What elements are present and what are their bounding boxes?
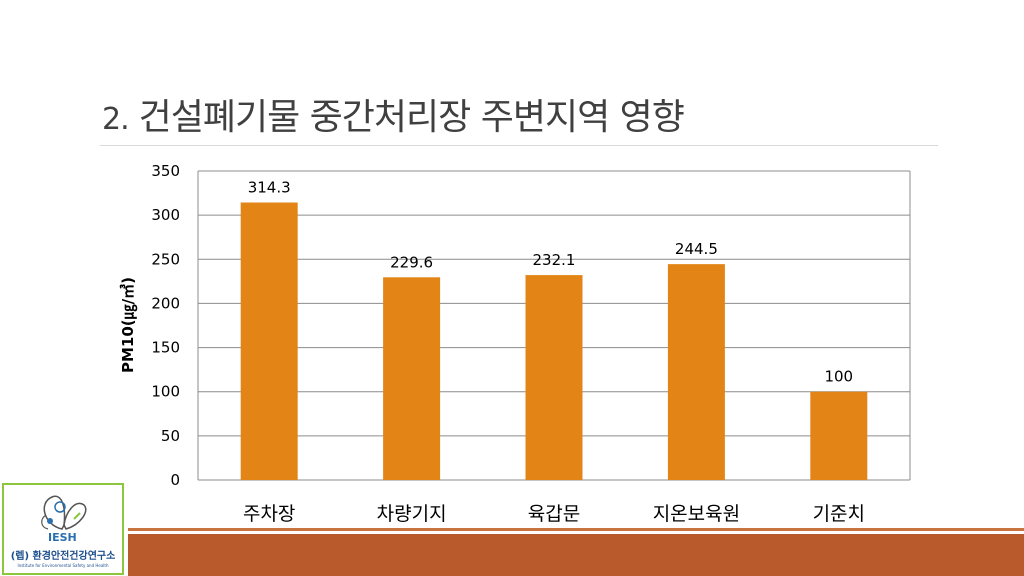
x-tick-label: 기준치	[813, 503, 865, 525]
y-tick-label: 200	[151, 294, 180, 312]
slide-title-text: 건설폐기물 중간처리장 주변지역 영향	[138, 97, 685, 138]
butterfly-logo-icon	[41, 495, 87, 530]
logo-org-subtitle: Institute for Environmental Safety and H…	[17, 563, 109, 568]
iesh-logo: IESH (렙) 환경안전건강연구소 Institute for Environ…	[2, 483, 124, 575]
data-label: 232.1	[533, 251, 576, 269]
bar	[383, 277, 441, 480]
logo-org-name: (렙) 환경안전건강연구소	[10, 551, 116, 562]
footer-accent-line	[128, 528, 1024, 531]
x-tick-label: 지온보육원	[653, 503, 740, 525]
data-label: 314.3	[248, 179, 291, 197]
data-label: 229.6	[390, 253, 433, 271]
slide-title: 2. 건설폐기물 중간처리장 주변지역 영향	[102, 88, 685, 140]
bar	[240, 202, 298, 480]
y-tick-label: 300	[151, 206, 180, 224]
data-label: 244.5	[675, 240, 718, 258]
bar	[667, 264, 725, 480]
y-tick-label: 350	[151, 162, 180, 180]
x-tick-label: 주차장	[243, 503, 295, 525]
title-divider	[100, 145, 938, 146]
slide-title-number: 2.	[102, 102, 130, 137]
footer-bar	[128, 534, 1024, 576]
y-tick-label: 50	[161, 427, 180, 445]
y-tick-label: 250	[151, 250, 180, 268]
y-axis-title: PM10(㎍/㎥)	[119, 277, 138, 373]
y-tick-label: 100	[151, 383, 180, 401]
data-label: 100	[824, 368, 853, 386]
logo-acronym: IESH	[48, 531, 77, 544]
x-tick-label: 육갑문	[528, 503, 580, 525]
bar	[810, 391, 868, 480]
bar	[525, 275, 583, 480]
y-tick-label: 0	[170, 471, 180, 489]
y-tick-label: 150	[151, 339, 180, 357]
x-tick-label: 차량기지	[377, 503, 447, 525]
